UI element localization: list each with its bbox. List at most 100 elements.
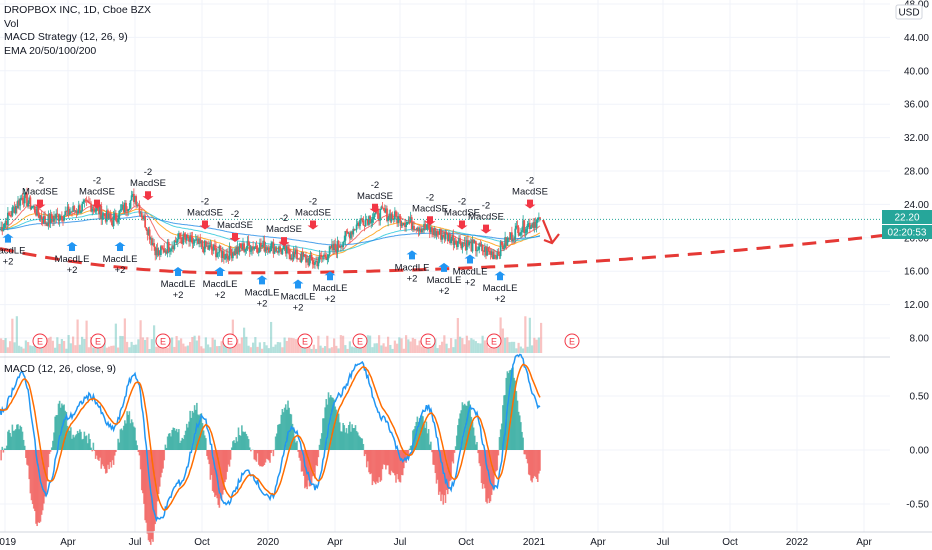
candle-body: [153, 243, 156, 247]
histogram-bar: [233, 440, 235, 450]
candle-body: [455, 242, 458, 247]
candle-body: [95, 206, 98, 210]
candle-body: [175, 241, 178, 243]
volume-bar: [78, 344, 81, 353]
candle-body: [126, 210, 129, 212]
candle-body: [26, 193, 28, 207]
buy-label: MacdLE: [0, 246, 25, 257]
candle-body: [382, 208, 385, 210]
histogram-bar: [120, 428, 123, 450]
candle-body: [48, 214, 51, 223]
volume-bar: [301, 346, 304, 353]
candle-body: [254, 246, 257, 248]
candle-body: [159, 246, 162, 255]
macd-axis[interactable]: 0.50 0.00 -0.50: [906, 392, 929, 511]
macd-pane-title[interactable]: MACD (12, 26, close, 9): [4, 363, 117, 375]
histogram-bar: [65, 411, 68, 450]
candle-body: [72, 206, 75, 212]
time-axis[interactable]: 2019 Apr Jul Oct 2020 Apr Jul Oct 2021 Apr Jul Oct 2…: [0, 531, 932, 548]
histogram-bar: [245, 433, 248, 450]
volume-bars: [0, 316, 543, 353]
volume-bar: [447, 348, 450, 353]
histogram-bar: [350, 431, 352, 450]
histogram-bar: [484, 450, 486, 489]
candle-body: [454, 240, 457, 243]
candle-body: [362, 220, 365, 226]
candle-body: [125, 202, 127, 211]
volume-bar: [56, 337, 59, 353]
candle-body: [139, 212, 142, 214]
volume-bar: [240, 337, 243, 353]
sell-qty: -2: [280, 213, 288, 224]
volume-indicator-label[interactable]: Vol: [4, 17, 19, 30]
histogram-bar: [206, 450, 208, 457]
histogram-bar: [493, 450, 495, 488]
candle-body: [500, 241, 503, 246]
candle-body: [189, 235, 192, 242]
volume-bar: [283, 337, 286, 353]
histogram-bar: [85, 435, 88, 450]
candle-body: [84, 200, 87, 202]
histogram-bar: [529, 450, 531, 476]
histogram-bar: [113, 450, 116, 456]
candle-body: [134, 196, 136, 203]
candle-body: [476, 250, 478, 252]
histogram-bar: [274, 436, 277, 450]
histogram-bar: [82, 438, 85, 450]
histogram-bar: [326, 404, 329, 450]
candle-body: [292, 251, 295, 260]
candle-body: [478, 243, 481, 250]
histogram-bar: [405, 450, 407, 463]
histogram-bar: [26, 450, 28, 465]
histogram-bar: [460, 410, 463, 450]
histogram-bar: [225, 450, 227, 480]
candle-body: [29, 197, 32, 209]
volume-bar: [58, 343, 61, 353]
earnings-label: E: [160, 337, 166, 347]
histogram-bar: [16, 424, 18, 450]
histogram-bar: [10, 436, 13, 450]
histogram-bar: [32, 450, 35, 509]
histogram-bar: [381, 450, 384, 470]
histogram-bar: [409, 445, 412, 450]
candle-body: [531, 223, 534, 227]
volume-bar: [234, 344, 237, 353]
sell-label: MacdSE: [22, 187, 58, 198]
histogram-bar: [229, 450, 232, 460]
candle-body: [387, 217, 390, 221]
histogram-bar: [129, 423, 132, 450]
candle-body: [370, 222, 373, 224]
histogram-bar: [52, 440, 54, 450]
histogram-bar: [209, 450, 212, 480]
candle-body: [282, 245, 285, 250]
candle-body: [168, 251, 171, 252]
candle-body: [415, 229, 418, 231]
histogram-bar: [390, 450, 393, 471]
candle-body: [47, 214, 50, 226]
price-tick: 44.00: [904, 33, 929, 44]
histogram-bar: [434, 450, 437, 474]
candle-body: [212, 245, 215, 251]
price-axis[interactable]: 48.0044.0040.0036.0032.0028.0024.0020.00…: [904, 0, 929, 345]
volume-bar: [508, 342, 511, 353]
candle-body: [71, 211, 73, 213]
histogram-bar: [297, 450, 299, 452]
histogram-bar: [103, 450, 106, 469]
currency-badge[interactable]: USD: [895, 4, 923, 20]
histogram-bar: [336, 413, 339, 450]
histogram-bar: [59, 407, 62, 450]
histogram-bar: [58, 400, 61, 450]
histogram-bar: [340, 431, 342, 450]
symbol-title[interactable]: DROPBOX INC, 1D, Cboe BZX: [4, 4, 152, 16]
histogram-bar: [22, 439, 25, 450]
histogram-bar: [538, 450, 540, 474]
candle-body: [42, 216, 45, 224]
histogram-bar: [500, 423, 503, 450]
ema-label[interactable]: EMA 20/50/100/200: [4, 44, 97, 57]
earnings-marker: [420, 333, 436, 349]
histogram-bar: [72, 434, 74, 450]
candle-body: [501, 245, 504, 250]
earnings-label: E: [357, 337, 363, 347]
strategy-label[interactable]: MACD Strategy (12, 26, 9): [4, 31, 128, 43]
